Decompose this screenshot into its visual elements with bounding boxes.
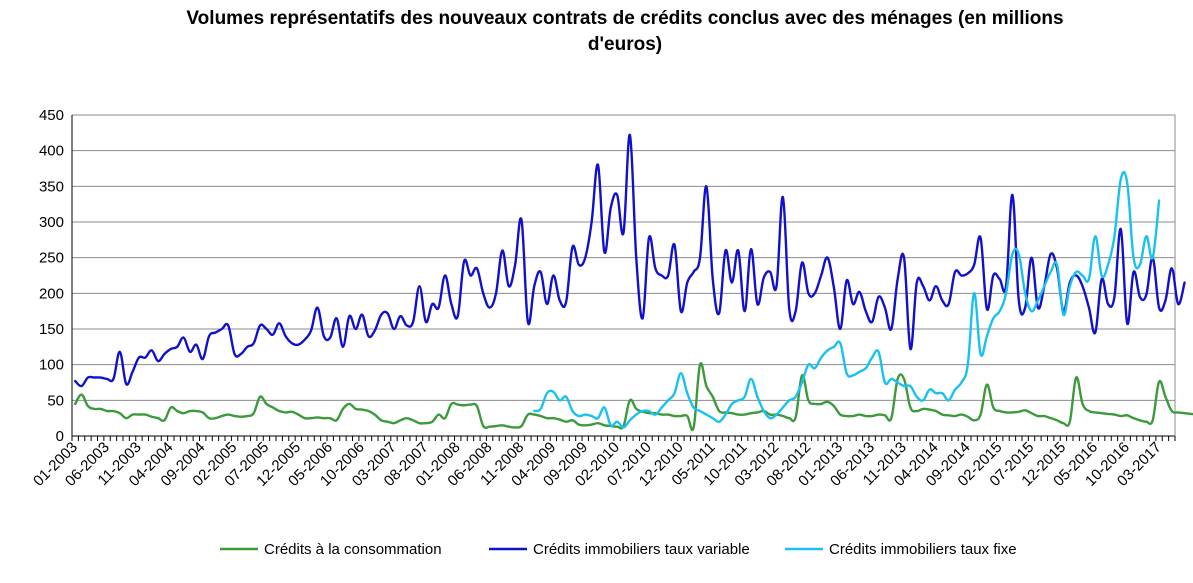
- x-tick-labels: 01-200306-200311-200304-200409-200402-20…: [30, 439, 1165, 490]
- legend-label: Crédits immobiliers taux fixe: [829, 541, 1017, 558]
- y-tick-label: 300: [39, 214, 64, 231]
- y-tick-labels: 0 50 100 150 200 250 300 350 400 450: [39, 107, 64, 445]
- series-line-immo-fixe: [533, 170, 1161, 429]
- legend: Crédits à la consommation Crédits immobil…: [220, 541, 1017, 558]
- y-tick-label: 150: [39, 321, 64, 338]
- legend-label: Crédits à la consommation: [264, 541, 442, 558]
- legend-label: Crédits immobiliers taux variable: [533, 541, 750, 558]
- series-line-immo-variable: [73, 133, 1186, 388]
- y-tick-label: 200: [39, 285, 64, 302]
- y-tick-label: 450: [39, 107, 64, 124]
- y-tick-label: 0: [56, 428, 64, 445]
- y-tick-label: 250: [39, 250, 64, 267]
- series-line-consommation: [73, 362, 1193, 432]
- y-tick-label: 350: [39, 178, 64, 195]
- series-layer: [73, 133, 1193, 432]
- y-tick-label: 400: [39, 143, 64, 160]
- y-tick-label: 50: [47, 392, 64, 409]
- y-tick-label: 100: [39, 357, 64, 374]
- chart-title: Volumes représentatifs des nouveaux cont…: [186, 8, 1064, 55]
- axis-layer: [71, 115, 1176, 441]
